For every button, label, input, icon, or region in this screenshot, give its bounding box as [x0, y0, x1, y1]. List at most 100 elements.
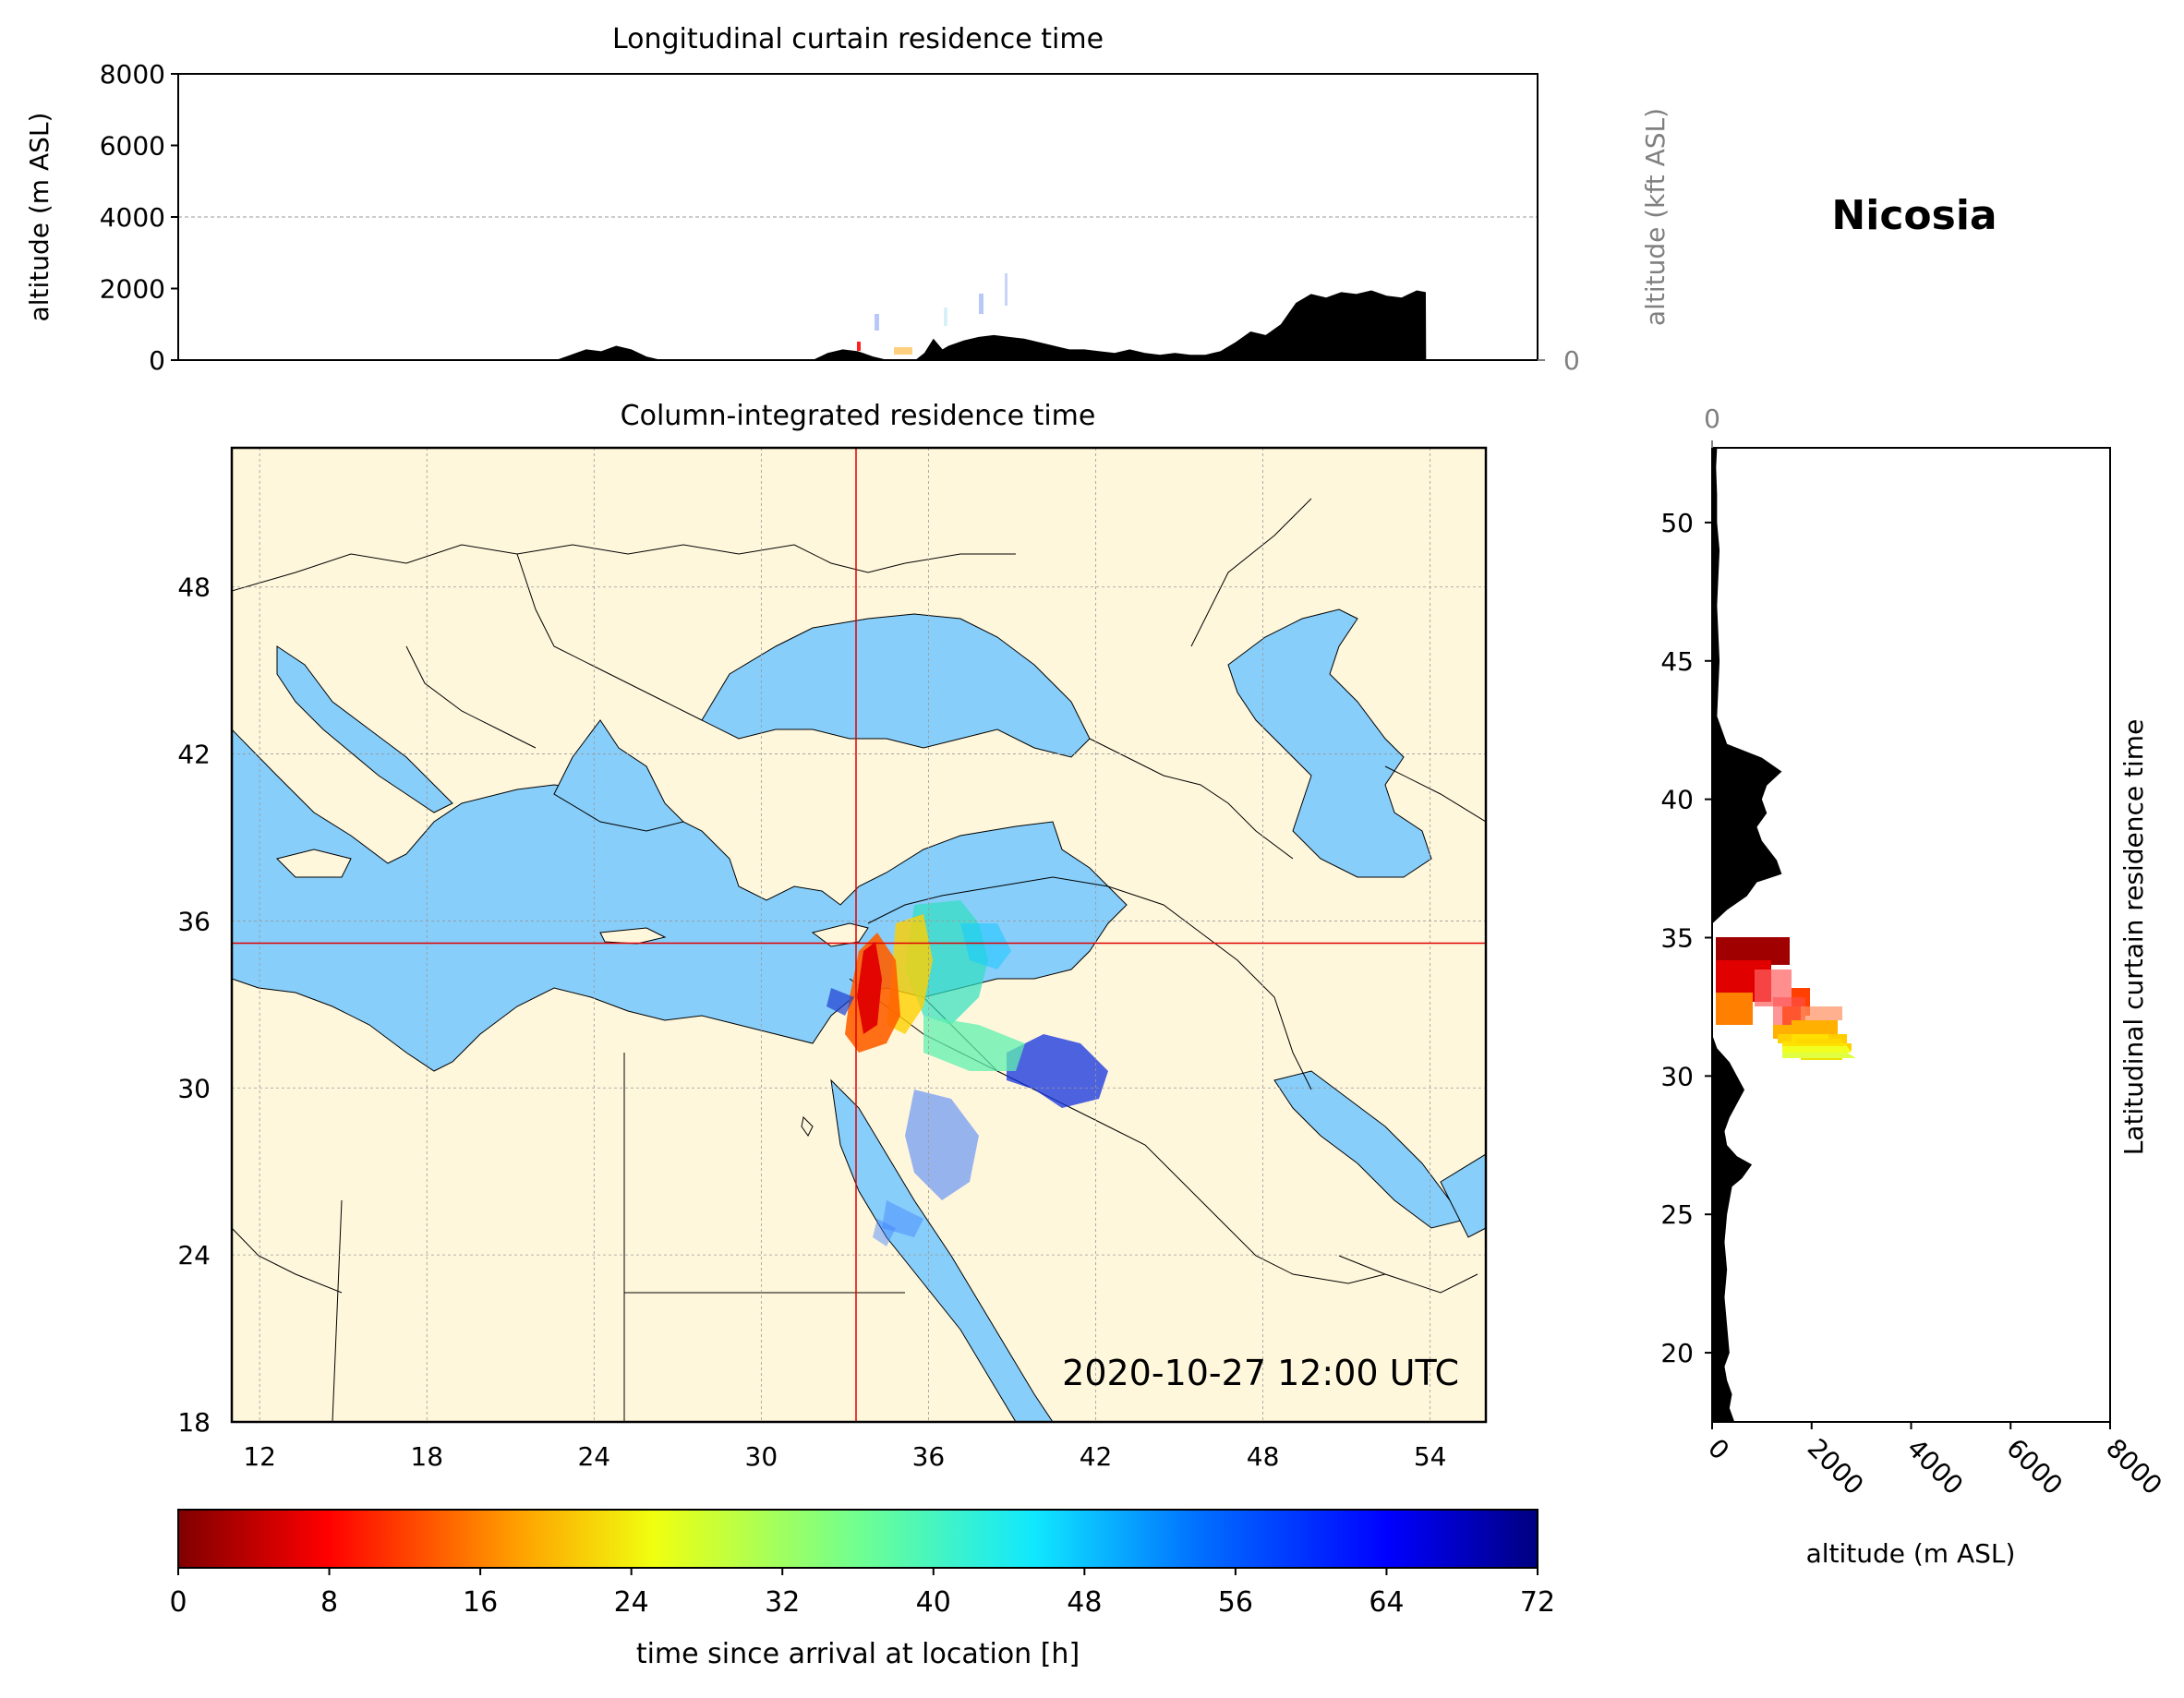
y-tick-label: 20 — [1660, 1338, 1694, 1368]
country-border — [332, 1199, 343, 1422]
colorbar-tick-label: 0 — [169, 1586, 187, 1619]
plume-south-lobe — [905, 1090, 979, 1200]
x-tick-label: 54 — [1414, 1441, 1447, 1472]
y-tick-label: 25 — [1660, 1199, 1694, 1230]
country-border — [405, 645, 537, 749]
country-border — [1190, 498, 1312, 647]
x-tick-label: 24 — [577, 1441, 610, 1472]
latitudinal-x-axis: 0 2000 4000 6000 8000 — [1702, 1422, 2168, 1500]
x-tick-label: 42 — [1080, 1441, 1113, 1472]
map-islands — [276, 849, 869, 1137]
y-tick-label: 30 — [1660, 1061, 1694, 1091]
x-tick-label: 12 — [243, 1441, 276, 1472]
plume-blue-lobe — [1007, 1034, 1108, 1108]
map-gridlines — [232, 448, 1486, 1422]
secondary-x-tick-label: 0 — [1704, 403, 1720, 434]
plume-mid-lobe — [923, 1016, 1025, 1071]
colorbar-tick-label: 40 — [916, 1586, 951, 1619]
country-border — [867, 876, 1312, 1090]
plume-cyan-lobe — [960, 923, 1011, 969]
sicily-island — [276, 849, 352, 878]
residence-mark — [1801, 1006, 1842, 1020]
colorbar: 0 8 16 24 32 40 48 56 64 72 time since arrival at… — [169, 1509, 1555, 1670]
x-tick-label: 4000 — [1901, 1433, 1970, 1501]
colorbar-tick-label: 56 — [1218, 1586, 1253, 1619]
colorbar-tick-label: 32 — [765, 1586, 800, 1619]
longitudinal-secondary-y-axis-label: altitude (kft ASL) — [1640, 108, 1671, 326]
y-tick-label: 24 — [177, 1240, 211, 1270]
y-tick-label: 4000 — [100, 202, 165, 233]
residence-mark — [857, 342, 861, 351]
y-tick-label: 30 — [177, 1073, 211, 1103]
colorbar-label: time since arrival at location [h] — [636, 1638, 1080, 1670]
residence-mark — [1005, 273, 1008, 306]
residence-mark — [1782, 1046, 1852, 1053]
country-border — [1338, 1255, 1478, 1294]
longitudinal-residence-marks — [857, 273, 1008, 355]
x-tick-label: 48 — [1247, 1441, 1280, 1472]
latitudinal-x-axis-label: altitude (m ASL) — [1806, 1538, 2016, 1569]
latitudinal-topography-area — [1712, 448, 1782, 1422]
latitudinal-secondary-x-axis: 050100 — [1704, 403, 1720, 448]
y-tick-label: 2000 — [100, 274, 165, 305]
residence-mark — [1716, 993, 1753, 1025]
plume-south-tail — [873, 1219, 896, 1246]
x-tick-label: 36 — [912, 1441, 946, 1472]
y-tick-label: 35 — [1660, 922, 1694, 953]
location-name: Nicosia — [1831, 192, 1997, 239]
longitudinal-topography-area — [178, 290, 1538, 360]
map-x-axis: 12 18 24 30 36 42 48 54 — [243, 1441, 1446, 1472]
map-panel: Column-integrated residence time — [177, 400, 1488, 1472]
y-tick-label: 45 — [1660, 646, 1694, 677]
country-border — [1384, 765, 1486, 823]
colorbar-tick-label: 48 — [1067, 1586, 1102, 1619]
latitudinal-y-axis: 20 25 30 35 40 45 50 — [1660, 508, 1712, 1368]
longitudinal-y-axis-label: altitude (m ASL) — [24, 113, 54, 322]
country-border — [516, 553, 703, 721]
colorbar-tick-label: 24 — [614, 1586, 649, 1619]
y-tick-label: 50 — [1660, 508, 1694, 538]
y-tick-label: 6000 — [100, 131, 165, 162]
plume-south-tail — [882, 1200, 923, 1237]
latitudinal-curtain-frame — [1711, 447, 2111, 1423]
residence-mark — [1796, 1039, 1842, 1043]
x-tick-label: 18 — [410, 1441, 443, 1472]
map-title: Column-integrated residence time — [621, 400, 1096, 432]
residence-mark — [1782, 1053, 1856, 1058]
colorbar-tick-label: 16 — [463, 1586, 498, 1619]
caspian-sea — [1227, 608, 1432, 878]
map-y-axis: 18 24 30 36 42 48 — [177, 572, 211, 1438]
y-tick-label: 42 — [177, 740, 211, 770]
red-sea — [830, 1078, 1054, 1422]
secondary-y-tick-label: 0 — [1563, 345, 1580, 376]
y-tick-label: 48 — [177, 572, 211, 603]
plume-red-core — [857, 942, 882, 1034]
x-tick-label: 0 — [1702, 1433, 1735, 1466]
gulf-of-oman — [1440, 1153, 1486, 1238]
longitudinal-secondary-y-axis: 050100 — [1538, 345, 1580, 376]
country-border — [232, 1227, 343, 1294]
y-tick-label: 8000 — [100, 59, 165, 90]
residence-mark — [894, 347, 912, 355]
map-frame — [230, 446, 1488, 1424]
country-border — [232, 544, 1016, 592]
longitudinal-y-axis: 0 2000 4000 6000 8000 — [100, 59, 178, 376]
island-small — [801, 1115, 814, 1137]
colorbar-gradient — [177, 1509, 1538, 1569]
y-tick-label: 36 — [177, 906, 211, 936]
residence-mark — [979, 294, 983, 314]
y-tick-label: 18 — [177, 1407, 211, 1438]
colorbar-tick-label: 8 — [320, 1586, 338, 1619]
latitudinal-curtain-gridlines — [1711, 448, 1713, 1422]
adriatic-sea — [276, 645, 453, 813]
residence-mark — [944, 307, 947, 326]
x-tick-label: 30 — [745, 1441, 778, 1472]
map-residence-plume — [827, 900, 1108, 1246]
colorbar-tick-label: 64 — [1369, 1586, 1404, 1619]
country-border — [1089, 738, 1294, 860]
timestamp-label: 2020-10-27 12:00 UTC — [1062, 1353, 1459, 1393]
plume-west-fragment — [827, 988, 854, 1016]
aegean-sea — [553, 719, 684, 832]
residence-mark — [1778, 1034, 1801, 1043]
